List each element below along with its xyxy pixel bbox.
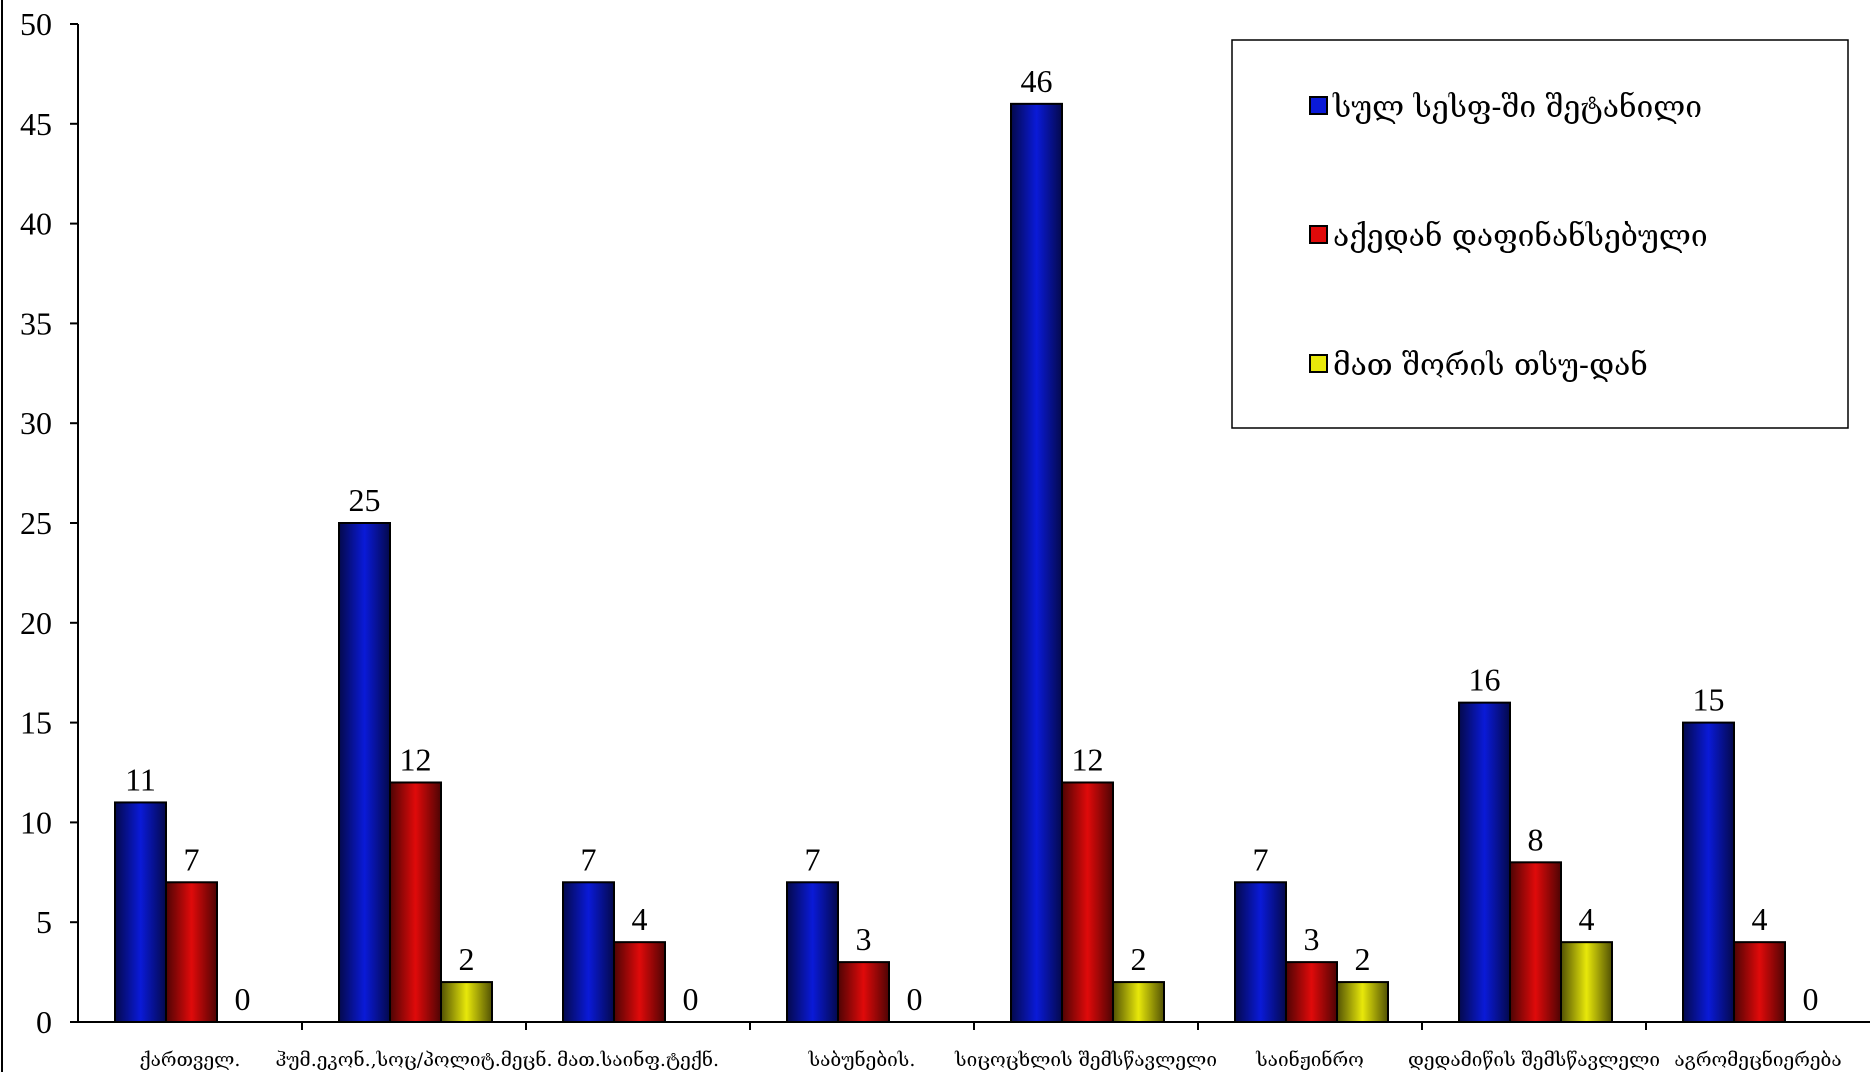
- bar: [165, 881, 218, 1024]
- y-tick-label: 25: [20, 505, 52, 541]
- bar: [562, 881, 615, 1024]
- legend-entry: აქედან დაფინანსებული: [1333, 219, 1708, 254]
- legend-entry: მათ შორის თსუ-დან: [1333, 348, 1648, 383]
- data-label: 4: [632, 901, 648, 937]
- bar: [1285, 961, 1338, 1023]
- y-tick-label: 0: [36, 1004, 52, 1040]
- data-label: 7: [805, 841, 821, 877]
- data-label: 7: [581, 841, 597, 877]
- y-tick-label: 30: [20, 405, 52, 441]
- category-labels: ქართველ. ჰუმ.ეკონ.,სოც/პოლიტ.მეცნ. მათ.საი…: [140, 1049, 1842, 1071]
- legend-swatch: [1309, 96, 1328, 115]
- bar: [1061, 781, 1114, 1023]
- bar: [1458, 701, 1511, 1023]
- data-label: 46: [1021, 63, 1053, 99]
- data-label: 7: [1253, 841, 1269, 877]
- legend: სულ სესფ-ში შეტანილი აქედან დაფინანსებული…: [1231, 39, 1849, 429]
- data-label: 8: [1528, 821, 1544, 857]
- category-label: ქართველ.: [140, 1049, 241, 1071]
- bar: [114, 801, 167, 1023]
- data-label: 4: [1752, 901, 1768, 937]
- data-label: 3: [856, 921, 872, 957]
- data-label: 12: [400, 741, 432, 777]
- data-label: 7: [184, 841, 200, 877]
- data-label: 16: [1469, 662, 1501, 698]
- data-label: 12: [1072, 741, 1104, 777]
- y-tick-label: 5: [36, 904, 52, 940]
- data-label: 3: [1304, 921, 1320, 957]
- data-label: 11: [125, 761, 156, 797]
- bar: [1733, 941, 1786, 1023]
- y-tick-label: 20: [20, 605, 52, 641]
- bar: [338, 522, 391, 1023]
- bars: [114, 102, 1786, 1024]
- bar: [1509, 861, 1562, 1023]
- data-label: 15: [1693, 682, 1725, 718]
- bar: [389, 781, 442, 1023]
- data-label: 2: [1355, 941, 1371, 977]
- y-tick-label: 35: [20, 305, 52, 341]
- bar: [613, 941, 666, 1023]
- bar: [1234, 881, 1287, 1024]
- category-label: მათ.საინფ.ტექნ.: [557, 1049, 719, 1071]
- bar: [1112, 981, 1165, 1024]
- bar: [1336, 981, 1389, 1024]
- data-label: 0: [907, 981, 923, 1017]
- data-label: 2: [1131, 941, 1147, 977]
- legend-entry: სულ სესფ-ში შეტანილი: [1332, 90, 1702, 125]
- category-label: აგრომეცნიერება: [1674, 1049, 1841, 1071]
- bar: [1010, 102, 1063, 1023]
- y-tick-label: 10: [20, 804, 52, 840]
- bar: [1682, 721, 1735, 1023]
- bar: [837, 961, 890, 1023]
- bar: [1560, 941, 1613, 1023]
- y-tick-label: 15: [20, 705, 52, 741]
- data-label: 0: [683, 981, 699, 1017]
- legend-swatch: [1309, 225, 1328, 244]
- data-label: 25: [349, 482, 381, 518]
- category-label: სიცოცხლის შემსწავლელი: [954, 1049, 1217, 1071]
- data-label: 4: [1579, 901, 1595, 937]
- bar: [440, 981, 493, 1024]
- category-label: საინჟინრო: [1255, 1049, 1364, 1071]
- category-label: საბუნების.: [808, 1049, 916, 1071]
- data-label: 2: [459, 941, 475, 977]
- y-tick-label: 40: [20, 206, 52, 242]
- data-label: 0: [1803, 981, 1819, 1017]
- legend-swatch: [1309, 354, 1328, 373]
- legend-box: [1231, 39, 1849, 429]
- data-label: 0: [235, 981, 251, 1017]
- bar: [786, 881, 839, 1024]
- y-tick-label: 50: [20, 6, 52, 42]
- y-tick-label: 45: [20, 106, 52, 142]
- category-label: ჰუმ.ეკონ.,სოც/პოლიტ.მეცნ.: [275, 1049, 552, 1071]
- category-label: დედამიწის შემსწავლელი: [1408, 1049, 1660, 1071]
